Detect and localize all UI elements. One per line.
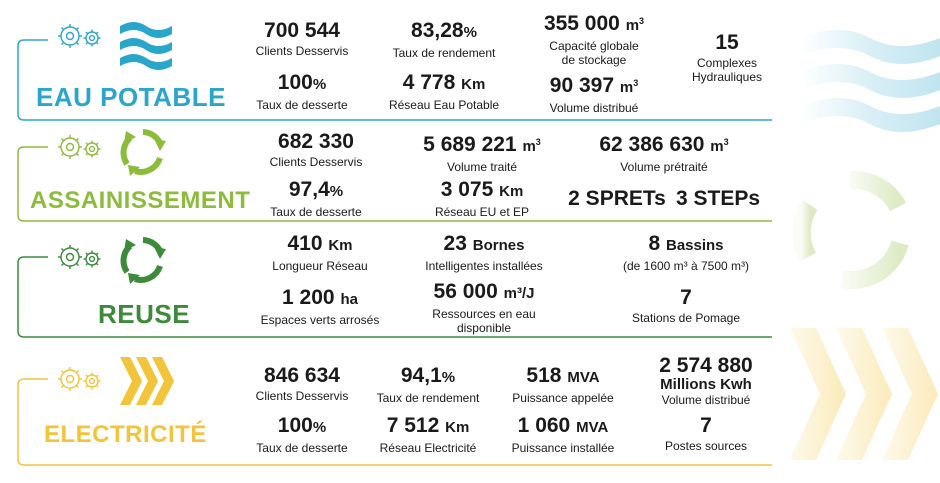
gears-icon [58,245,101,269]
stat-steps: 3 STEPs [675,187,761,210]
stat-puissance-installee: 1 060 MVA Puissance installée [511,414,615,456]
faded-waves-icon [800,30,940,132]
stat-clients: 700 544 Clients Desservis [255,19,349,59]
recycle-icon [120,129,166,176]
stat-clients: 846 634 Clients Desservis [255,364,349,404]
stat-volume-distribue: 2 574 880 Millions Kwh Volume distribué [659,354,753,408]
stat-reseau: 3 075 Km Réseau EU et EP [434,178,530,220]
stat-postes-sources: 7 Postes sources [664,414,748,454]
section-eau-potable: EAU POTABLE 700 544 Clients Desservis 83… [0,0,775,125]
section-title: ELECTRICITÉ [44,421,207,448]
section-reuse: REUSE 410 Km Longueur Réseau 23 Bornes I… [0,225,775,343]
stat-reseau: 4 778 Km Réseau Eau Potable [388,71,500,113]
chevrons-icon [120,357,174,405]
stat-volume-traite: 5 689 221 m3 Volume traité [423,133,541,175]
gears-icon [58,135,101,159]
gears-icon [58,367,101,391]
section-electricite: ELECTRICITÉ 846 634 Clients Desservis 94… [0,343,775,473]
stat-reseau: 7 512 Km Réseau Electricité [379,414,477,456]
faded-chevrons-icon [790,328,938,460]
waves-icon [120,22,172,70]
gears-icon [58,24,101,48]
stat-longueur-reseau: 410 Km Longueur Réseau [272,232,368,274]
stat-rendement: 83,28% Taux de rendement [392,19,496,61]
section-frame [17,256,772,338]
stat-desserte: 97,4% Taux de desserte [270,178,362,220]
stat-ressources: 56 000 m³/J Ressources en eau disponible [432,280,536,336]
stat-bassins: 8 Bassins (de 1600 m³ à 7500 m³) [622,232,750,274]
stat-bornes: 23 Bornes Intelligentes installées [425,232,543,274]
stat-espaces-verts: 1 200 ha Espaces verts arrosés [260,286,380,328]
stat-clients: 682 330 Clients Desservis [269,130,363,170]
stat-volume-distribue: 90 397 m3 Volume distribué [549,74,639,116]
stat-sprets: 2 SPRETs [568,187,666,210]
stat-volume-pretraite: 62 386 630 m3 Volume prétraité [599,133,729,175]
stat-stations: 7 Stations de Pomage [631,286,741,326]
stat-puissance-appelee: 518 MVA Puissance appelée [512,364,614,406]
stat-rendement: 94,1% Taux de rendement [376,364,480,406]
faded-recycle-icon [792,170,909,289]
section-title: REUSE [98,299,191,329]
section-title: ASSAINISSEMENT [30,187,251,214]
section-frame [17,378,772,466]
stat-complexes: 15 Complexes Hydrauliques [691,31,763,85]
stat-stockage: 355 000 m3 Capacité globale de stockage [543,12,645,68]
section-frame [17,39,772,121]
section-frame [17,146,772,222]
recycle-icon [120,237,166,284]
stat-desserte: 100% Taux de desserte [256,414,348,456]
section-assainissement: ASSAINISSEMENT 682 330 Clients Desservis… [0,125,775,225]
stat-desserte: 100% Taux de desserte [256,71,348,113]
section-title: EAU POTABLE [36,82,226,112]
